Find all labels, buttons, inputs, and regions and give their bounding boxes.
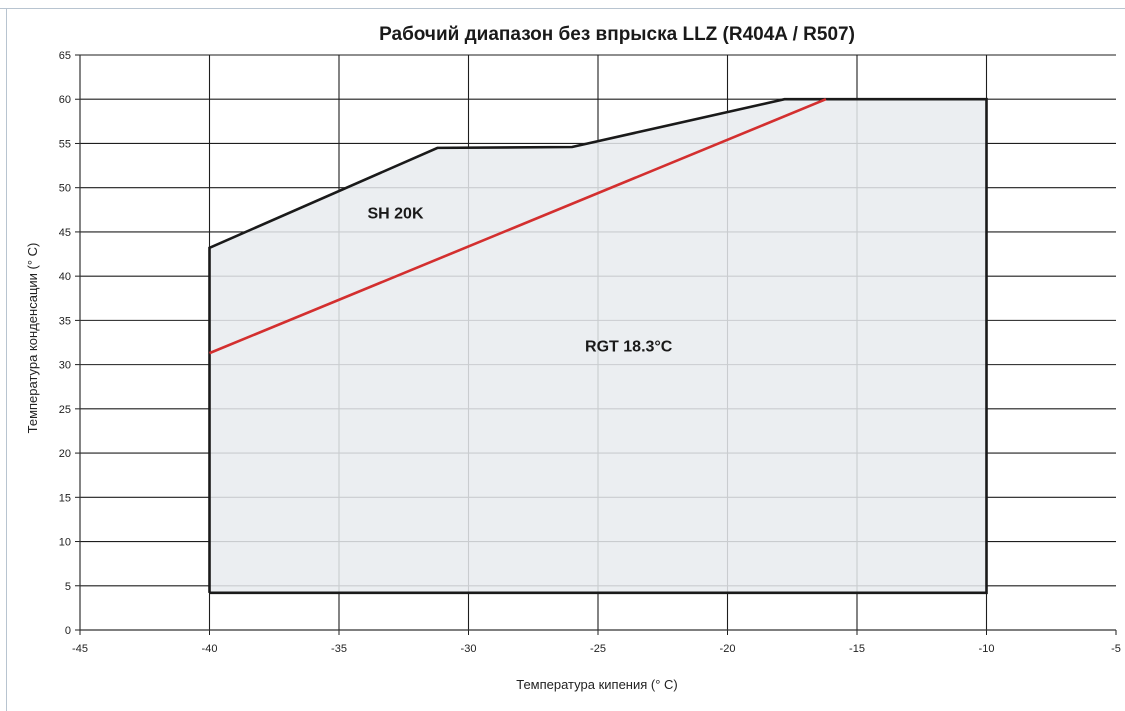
- x-tick-label: -5: [1111, 643, 1121, 655]
- y-tick-label: 30: [59, 360, 71, 372]
- chart-annotation: SH 20K: [367, 206, 423, 223]
- y-tick-label: 35: [59, 315, 71, 327]
- y-tick-label: 25: [59, 404, 71, 416]
- y-tick-label: 20: [59, 448, 71, 460]
- x-axis-label: Температура кипения (° C): [516, 677, 678, 692]
- x-tick-label: -30: [461, 643, 477, 655]
- x-tick-label: -20: [720, 643, 736, 655]
- x-tick-label: -15: [849, 643, 865, 655]
- x-tick-label: -35: [331, 643, 347, 655]
- operating-envelope-fill: [209, 99, 987, 593]
- y-tick-label: 0: [65, 625, 71, 637]
- series-line-rgt: [209, 98, 827, 355]
- y-tick-label: 45: [59, 227, 71, 239]
- y-tick-label: 40: [59, 271, 71, 283]
- y-tick-label: 60: [59, 94, 71, 106]
- y-tick-label: 10: [59, 537, 71, 549]
- chart-axes: 0 5 10 15 20 25 30 35 40 45 50 55 60 65 -45 -40 -35 -30 -2…: [59, 50, 1121, 655]
- y-tick-label: 65: [59, 50, 71, 62]
- x-tick-label: -40: [202, 643, 218, 655]
- y-tick-label: 55: [59, 138, 71, 150]
- chart-title: Рабочий диапазон без впрыска LLZ (R404A …: [379, 24, 855, 45]
- y-tick-label: 5: [65, 581, 71, 593]
- chart-annotation: RGT 18.3°C: [585, 338, 673, 355]
- x-tick-label: -10: [979, 643, 995, 655]
- y-tick-label: 50: [59, 183, 71, 195]
- window-top-border: [0, 8, 1125, 9]
- x-tick-label: -45: [72, 643, 88, 655]
- x-tick-label: -25: [590, 643, 606, 655]
- operating-envelope-outline: [208, 97, 988, 595]
- window-left-border: [6, 8, 7, 711]
- y-axis-label: Температура конденсации (° C): [25, 243, 40, 434]
- plot-area: SH 20K RGT 18.3°C: [208, 97, 988, 595]
- y-tick-label: 15: [59, 492, 71, 504]
